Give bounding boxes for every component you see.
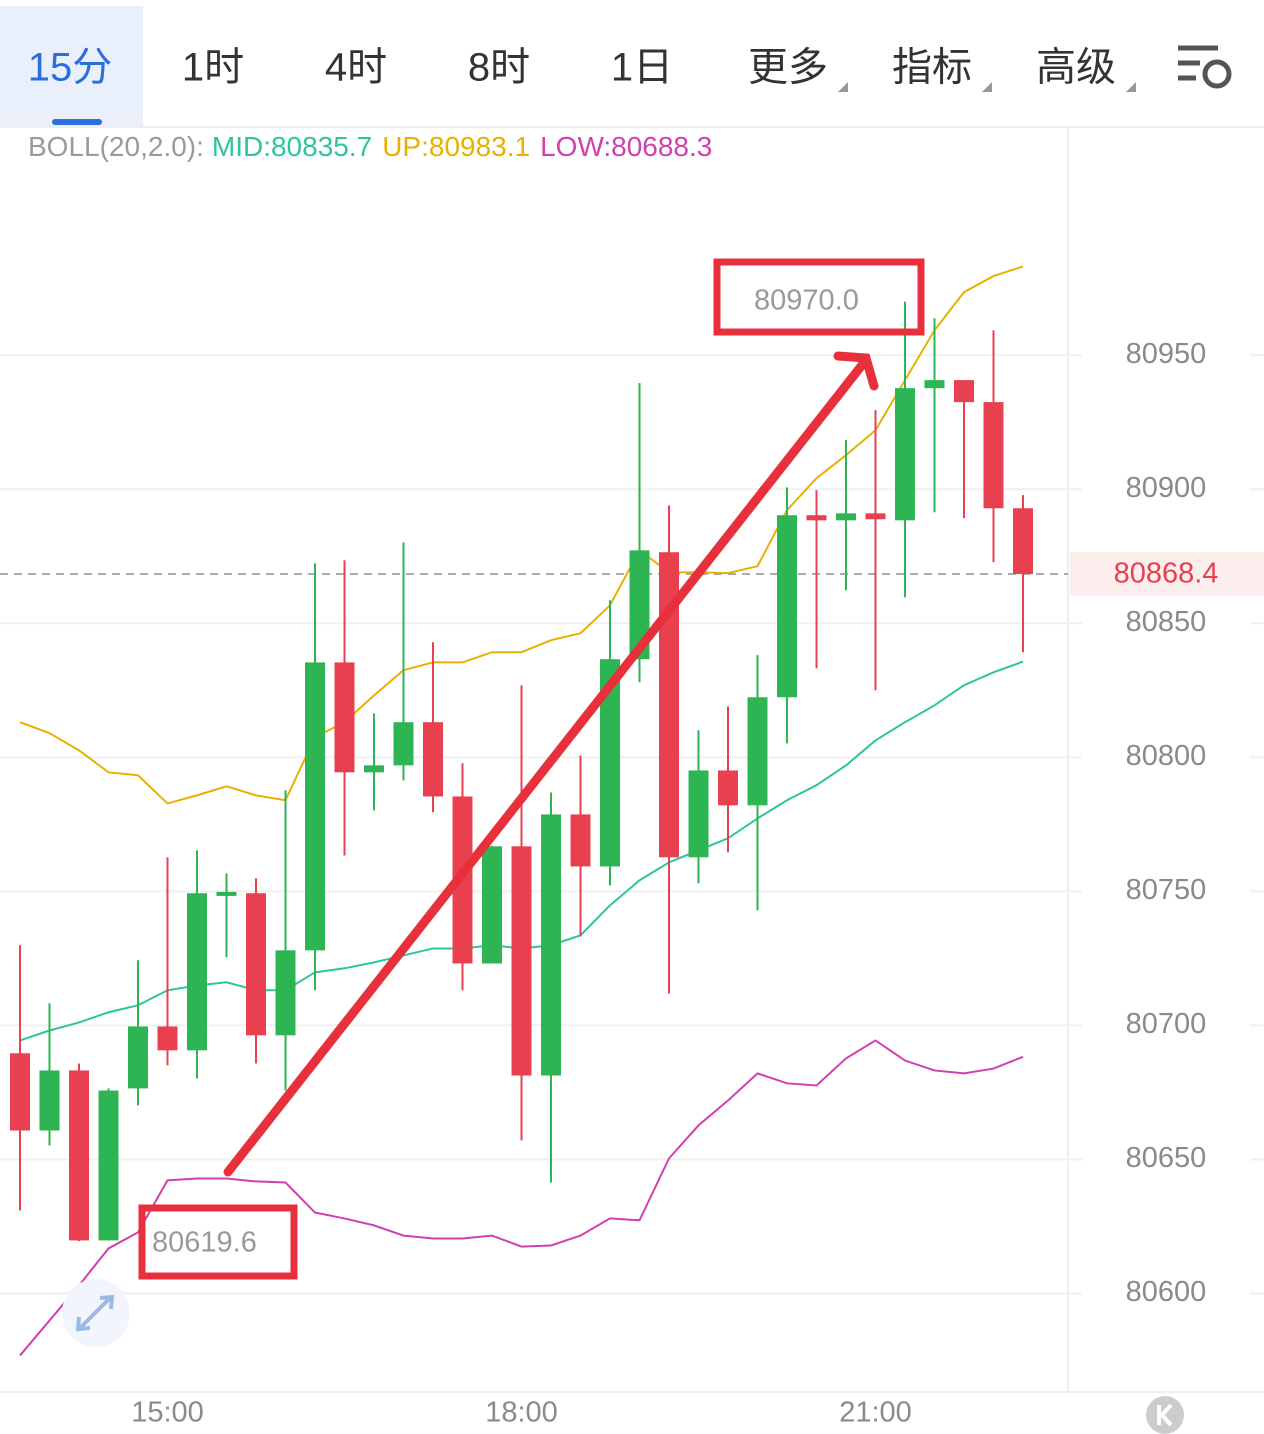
candle-body bbox=[423, 722, 443, 797]
tab[interactable]: 更多 bbox=[748, 46, 828, 90]
current-price-bg bbox=[1070, 551, 1264, 596]
candle-body bbox=[128, 1026, 148, 1089]
settings-icon[interactable] bbox=[1178, 45, 1232, 89]
tab[interactable]: 指标 bbox=[892, 46, 972, 90]
candle-body bbox=[305, 662, 325, 951]
candle-body bbox=[836, 513, 856, 521]
candle-body bbox=[393, 722, 414, 766]
boll-line bbox=[19, 265, 1024, 805]
tab[interactable]: 8时 bbox=[468, 46, 530, 90]
candle-body bbox=[718, 770, 738, 806]
indicator-text: UP:80983.1 bbox=[382, 131, 530, 162]
tab[interactable]: 高级 bbox=[1036, 46, 1116, 90]
candle-body bbox=[364, 765, 384, 773]
indicator-text: LOW:80688.3 bbox=[540, 131, 712, 162]
candle-body bbox=[69, 1070, 89, 1241]
candle-body bbox=[865, 513, 886, 520]
current-price-label: 80868.4 bbox=[1114, 558, 1219, 590]
indicator-text: BOLL(20,2.0): bbox=[28, 131, 204, 162]
candle-body bbox=[275, 950, 296, 1036]
boll-line bbox=[19, 1039, 1024, 1357]
candle-body bbox=[511, 846, 532, 1076]
y-tick-label: 80950 bbox=[1126, 338, 1207, 370]
candle-body bbox=[954, 380, 974, 403]
annotation-text: 80619.6 bbox=[152, 1227, 257, 1259]
candle-body bbox=[187, 893, 207, 1051]
candle-body bbox=[777, 515, 797, 698]
candle-body bbox=[600, 659, 620, 867]
active-tab-indicator bbox=[52, 119, 102, 125]
y-tick-label: 80750 bbox=[1126, 874, 1207, 906]
candle-body bbox=[157, 1026, 178, 1051]
indicator-header: BOLL(20,2.0): MID:80835.7 UP:80983.1 LOW:80… bbox=[28, 131, 712, 162]
candle-body bbox=[10, 1053, 30, 1131]
x-tick-label: 18:00 bbox=[485, 1397, 558, 1429]
candle-body bbox=[570, 814, 591, 867]
candle-body bbox=[541, 814, 561, 1076]
y-tick-label: 80900 bbox=[1126, 472, 1207, 504]
indicator-text: MID:80835.7 bbox=[212, 131, 372, 162]
candle-body bbox=[747, 697, 768, 806]
candle-body bbox=[629, 550, 650, 660]
kline-button[interactable] bbox=[1146, 1396, 1184, 1434]
x-tick-label: 21:00 bbox=[839, 1397, 912, 1429]
annotation-box bbox=[713, 258, 925, 336]
candle-body bbox=[334, 662, 355, 773]
y-tick-label: 80850 bbox=[1126, 606, 1207, 638]
candle-body bbox=[216, 891, 237, 896]
expand-icon[interactable] bbox=[62, 1279, 130, 1347]
tab[interactable]: 15分 bbox=[28, 46, 113, 90]
y-tick-label: 80600 bbox=[1126, 1276, 1207, 1308]
y-tick-label: 80700 bbox=[1126, 1008, 1207, 1040]
tab[interactable]: 4时 bbox=[325, 46, 387, 90]
candle-body bbox=[895, 388, 915, 521]
dropdown-arrow bbox=[982, 82, 992, 92]
x-tick-label: 15:00 bbox=[131, 1397, 204, 1429]
candle-body bbox=[1013, 508, 1033, 574]
arrow bbox=[223, 351, 879, 1177]
annotation-text: 80970.0 bbox=[754, 285, 859, 317]
candle-body bbox=[983, 402, 1004, 509]
y-tick-label: 80800 bbox=[1126, 740, 1207, 772]
annotation: 80970.0 80619.6 bbox=[138, 258, 925, 1280]
dropdown-arrow bbox=[1126, 82, 1136, 92]
candle-body bbox=[688, 770, 709, 858]
candle-body bbox=[39, 1070, 60, 1131]
candle-body bbox=[806, 515, 827, 521]
candle-body bbox=[924, 380, 945, 389]
candle-body bbox=[482, 846, 502, 964]
y-tick-label: 80650 bbox=[1126, 1142, 1207, 1174]
candle-body bbox=[246, 893, 266, 1036]
candle-body bbox=[98, 1090, 119, 1241]
tab[interactable]: 1时 bbox=[182, 46, 244, 90]
active-tab-bg bbox=[0, 6, 143, 126]
annotation-box bbox=[138, 1204, 298, 1280]
tab-bar: 15分 1时 4时 8时 1日 更多 指标 高级 bbox=[0, 6, 1232, 126]
plot: 80600 80650 80700 80750 80800 80850 80900 80950… bbox=[0, 265, 1264, 1429]
tab[interactable]: 1日 bbox=[611, 46, 673, 90]
dropdown-arrow bbox=[838, 82, 848, 92]
candle-body bbox=[659, 552, 679, 858]
